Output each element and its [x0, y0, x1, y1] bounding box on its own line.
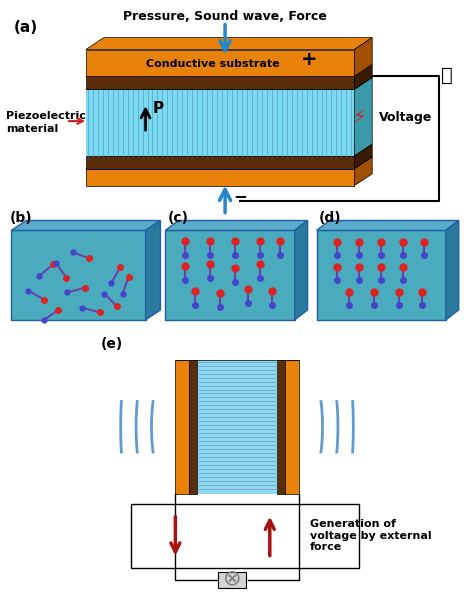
Text: 💡: 💡: [441, 66, 453, 85]
Text: −: −: [233, 187, 247, 204]
Text: material: material: [6, 124, 59, 134]
Text: (e): (e): [101, 336, 123, 351]
Bar: [86, 76, 354, 89]
Polygon shape: [86, 144, 372, 156]
Bar: [175, 360, 189, 494]
Polygon shape: [86, 157, 372, 169]
Text: (a): (a): [13, 20, 37, 34]
Bar: [86, 169, 354, 185]
Bar: [197, 360, 277, 494]
Bar: [86, 89, 354, 156]
Bar: [189, 360, 197, 494]
Text: Voltage: Voltage: [379, 111, 433, 124]
Polygon shape: [354, 64, 372, 89]
Polygon shape: [11, 220, 161, 230]
Text: Conductive substrate: Conductive substrate: [146, 60, 279, 69]
Text: +: +: [301, 50, 318, 69]
Polygon shape: [86, 37, 372, 50]
Polygon shape: [295, 220, 308, 320]
Polygon shape: [354, 157, 372, 185]
Bar: [86, 156, 354, 169]
Bar: [277, 360, 285, 494]
Polygon shape: [354, 77, 372, 156]
Bar: [165, 230, 295, 320]
Text: Generation of
voltage by external
force: Generation of voltage by external force: [310, 519, 431, 552]
Text: (b): (b): [9, 211, 32, 225]
Text: Pressure, Sound wave, Force: Pressure, Sound wave, Force: [123, 10, 327, 23]
Polygon shape: [354, 144, 372, 169]
Polygon shape: [146, 220, 161, 320]
Polygon shape: [86, 64, 372, 76]
Polygon shape: [165, 220, 308, 230]
Bar: [86, 50, 354, 76]
Bar: [11, 230, 146, 320]
Bar: [218, 572, 246, 588]
Text: (d): (d): [319, 211, 341, 225]
Polygon shape: [354, 37, 372, 76]
Polygon shape: [446, 220, 459, 320]
Text: (c): (c): [167, 211, 188, 225]
Text: P: P: [153, 101, 164, 116]
Polygon shape: [86, 77, 372, 89]
Bar: [317, 230, 446, 320]
Text: ⊗: ⊗: [223, 569, 241, 588]
Text: Piezoelectric: Piezoelectric: [6, 111, 86, 121]
Text: ⚡: ⚡: [352, 108, 366, 127]
Bar: [285, 360, 299, 494]
Polygon shape: [317, 220, 459, 230]
Bar: [131, 504, 359, 569]
